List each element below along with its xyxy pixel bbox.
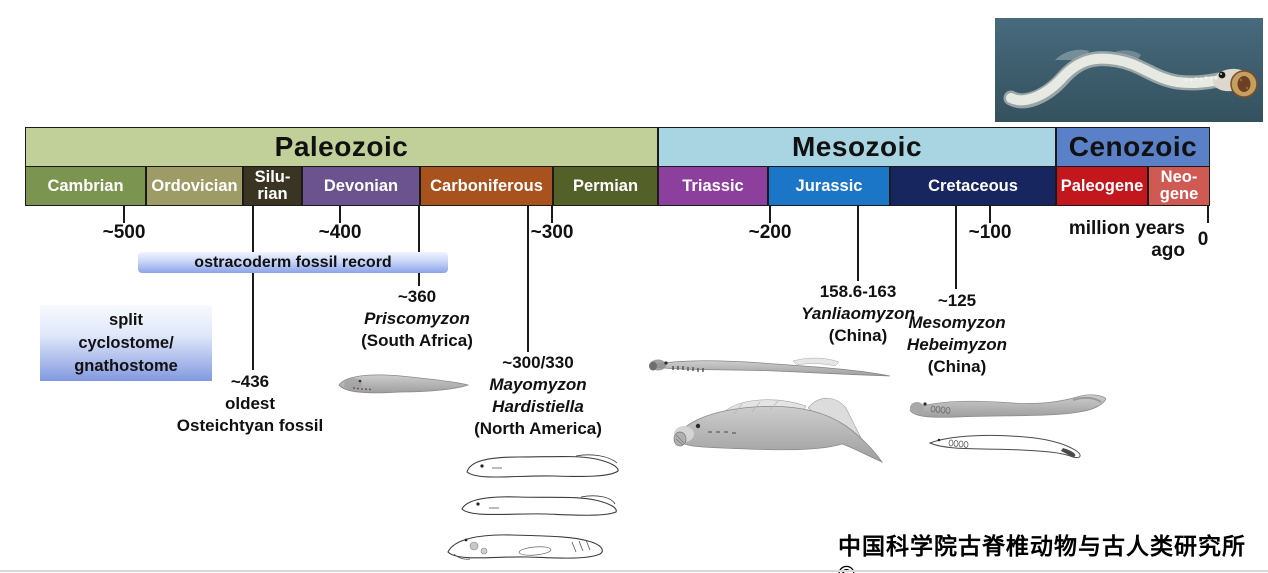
hebeimyzon-drawing: [928, 434, 1081, 458]
yanliaomyzon-drawing-2: [673, 397, 884, 463]
mesomyzon-locality: (China): [927, 357, 987, 376]
tick-0: [1207, 206, 1209, 223]
period-triassic-label: Triassic: [682, 176, 744, 195]
mayomyzon-taxon1: Mayomyzon: [489, 375, 587, 394]
era-paleozoic-label: Paleozoic: [274, 131, 409, 162]
ostracoderm-fossil-record-bar: ostracoderm fossil record: [138, 252, 448, 273]
tick-label-300: ~300: [530, 222, 574, 243]
period-paleogene-label: Paleogene: [1060, 176, 1144, 195]
mesomyzon-drawing: [909, 394, 1107, 418]
mayomyzon-age: ~300/330: [502, 353, 574, 372]
era-cenozoic-label: Cenozoic: [1068, 131, 1198, 162]
osteichthyan-age: ~436: [230, 372, 270, 391]
era-mesozoic: Mesozoic: [658, 127, 1056, 167]
tick-500: [123, 206, 125, 223]
line-mayomyzon: [527, 206, 529, 352]
line-priscomyzon: [418, 206, 420, 286]
mesomyzon-taxon1: Mesomyzon: [908, 313, 1006, 332]
mayomyzon-drawing-1: [466, 454, 619, 478]
tick-100: [989, 206, 991, 223]
line-osteichthyan: [252, 206, 254, 370]
tick-label-500: ~500: [102, 222, 146, 243]
period-permian: Permian: [553, 166, 658, 206]
mesomyzon-age: ~125: [937, 291, 977, 310]
period-neogene: Neo- gene: [1148, 166, 1210, 206]
split-cyclostome-gnathostome-box: split cyclostome/ gnathostome: [40, 305, 212, 381]
annotation-mayomyzon: ~300/330 Mayomyzon Hardistiella (North A…: [448, 352, 628, 440]
period-permian-label: Permian: [572, 176, 639, 195]
annotation-yanliaomyzon: 158.6-163 Yanliaomyzon (China): [768, 281, 948, 347]
period-devonian: Devonian: [302, 166, 420, 206]
period-paleogene: Paleogene: [1056, 166, 1148, 206]
period-neogene-label: Neo- gene: [1159, 168, 1199, 203]
era-paleozoic: Paleozoic: [25, 127, 658, 167]
tick-300: [551, 206, 553, 223]
lamprey-photo-image: [995, 18, 1263, 122]
period-ordovician-label: Ordovician: [151, 176, 238, 195]
priscomyzon-fossil-drawing: [338, 374, 470, 394]
annotation-priscomyzon: ~360 Priscomyzon (South Africa): [337, 286, 497, 352]
period-carboniferous: Carboniferous: [420, 166, 553, 206]
period-ordovician: Ordovician: [146, 166, 243, 206]
period-cambrian-label: Cambrian: [47, 176, 124, 195]
osteichthyan-line1: oldest: [224, 394, 276, 413]
period-silurian-label: Silu- rian: [254, 168, 291, 203]
period-silurian: Silu- rian: [243, 166, 302, 206]
priscomyzon-taxon: Priscomyzon: [364, 309, 470, 328]
yanliaomyzon-drawing-1: [649, 357, 891, 377]
lamprey-photo: [995, 18, 1263, 122]
annotation-mesomyzon: ~125 Mesomyzon Hebeimyzon (China): [877, 290, 1037, 378]
annotation-osteichthyan: ~436 oldest Osteichtyan fossil: [150, 371, 350, 437]
tick-400: [339, 206, 341, 223]
yanliaomyzon-taxon: Yanliaomyzon: [801, 304, 915, 323]
priscomyzon-locality: (South Africa): [361, 331, 473, 350]
mayomyzon-locality: (North America): [474, 419, 602, 438]
tick-label-200: ~200: [748, 222, 792, 243]
mesomyzon-taxon2: Hebeimyzon: [906, 335, 1008, 354]
period-devonian-label: Devonian: [323, 176, 399, 195]
mayomyzon-drawing-2: [461, 495, 617, 516]
mayomyzon-drawing-3: [447, 534, 603, 560]
tick-label-0: 0: [1197, 229, 1209, 250]
period-cambrian: Cambrian: [25, 166, 146, 206]
period-cretaceous: Cretaceous: [890, 166, 1056, 206]
period-carboniferous-label: Carboniferous: [430, 176, 543, 195]
priscomyzon-age: ~360: [397, 287, 437, 306]
mayomyzon-taxon2: Hardistiella: [492, 397, 584, 416]
axis-unit-label: million years ago: [1068, 218, 1185, 261]
era-mesozoic-label: Mesozoic: [791, 131, 923, 162]
period-jurassic: Jurassic: [768, 166, 890, 206]
tick-label-100: ~100: [968, 222, 1012, 243]
period-triassic: Triassic: [658, 166, 768, 206]
tick-label-400: ~400: [318, 222, 362, 243]
line-mesomyzon: [955, 206, 957, 289]
era-cenozoic: Cenozoic: [1056, 127, 1210, 167]
credit-text: 中国科学院古脊椎动物与古人类研究所©: [838, 533, 1246, 573]
bottom-divider: [0, 570, 1268, 572]
yanliaomyzon-locality: (China): [828, 326, 888, 345]
osteichthyan-line2: Osteichtyan fossil: [176, 416, 324, 435]
yanliaomyzon-age: 158.6-163: [819, 282, 897, 301]
period-cretaceous-label: Cretaceous: [928, 176, 1018, 195]
line-yanliaomyzon: [857, 206, 859, 281]
period-jurassic-label: Jurassic: [795, 176, 863, 195]
tick-200: [769, 206, 771, 223]
